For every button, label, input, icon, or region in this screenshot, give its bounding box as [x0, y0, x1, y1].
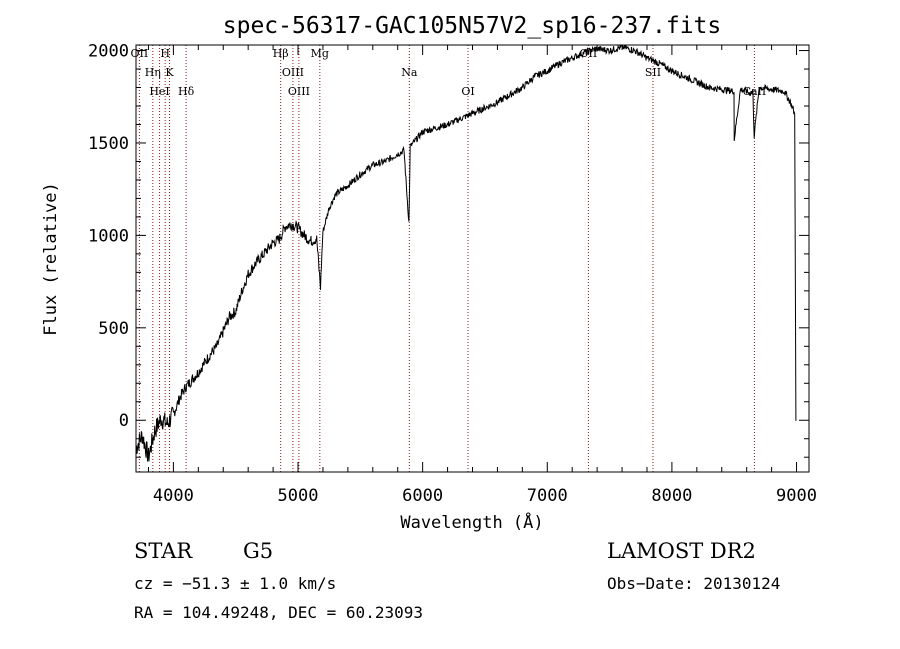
- y-tick-label: 1500: [88, 134, 129, 154]
- x-tick-label: 9000: [776, 486, 817, 506]
- x-tick-label: 7000: [527, 486, 568, 506]
- object-class: STAR: [134, 539, 193, 563]
- line-label: Mg: [311, 47, 329, 60]
- x-tick-label: 8000: [651, 486, 692, 506]
- line-label: SII: [645, 66, 661, 79]
- line-label: H: [160, 47, 170, 60]
- redshift-velocity: cz = −51.3 ± 1.0 km/s: [134, 574, 337, 593]
- x-tick-label: 6000: [402, 486, 443, 506]
- spectrum-series: [135, 44, 797, 462]
- line-label: OIII: [282, 66, 304, 79]
- line-label: Hδ: [178, 85, 195, 98]
- y-tick-label: 0: [119, 411, 129, 431]
- spectrum-chart: spec-56317-GAC105N57V2_sp16-237.fits OII…: [41, 13, 817, 533]
- line-label: OII: [131, 47, 149, 60]
- y-tick-label: 2000: [88, 42, 129, 62]
- x-axis-label: Wavelength (Å): [400, 511, 543, 533]
- line-label: OI: [461, 85, 474, 98]
- plot-frame: [135, 44, 810, 473]
- tick-labels: 4000 5000 6000 7000 8000 9000 0 500 1000 1500 2000: [88, 42, 817, 506]
- sky-coordinates: RA = 104.49248, DEC = 60.23093: [134, 603, 423, 622]
- observation-date: Obs−Date: 20130124: [607, 574, 781, 593]
- chart-title: spec-56317-GAC105N57V2_sp16-237.fits: [223, 13, 722, 39]
- line-label: Hβ: [273, 47, 289, 60]
- x-tick-label: 5000: [278, 486, 319, 506]
- line-markers: [138, 45, 755, 472]
- y-axis-label: Flux (relative): [41, 182, 61, 336]
- line-label: K: [165, 66, 174, 79]
- y-tick-label: 500: [98, 319, 129, 339]
- object-subclass: G5: [243, 539, 274, 563]
- line-label: HeI: [149, 85, 169, 98]
- line-label: OIII: [288, 85, 310, 98]
- line-label: Na: [401, 66, 418, 79]
- y-tick-label: 1000: [88, 226, 129, 246]
- axis-ticks: [136, 45, 809, 472]
- survey-release: LAMOST DR2: [607, 539, 756, 563]
- x-tick-label: 4000: [153, 486, 194, 506]
- line-label: Hη: [145, 66, 161, 79]
